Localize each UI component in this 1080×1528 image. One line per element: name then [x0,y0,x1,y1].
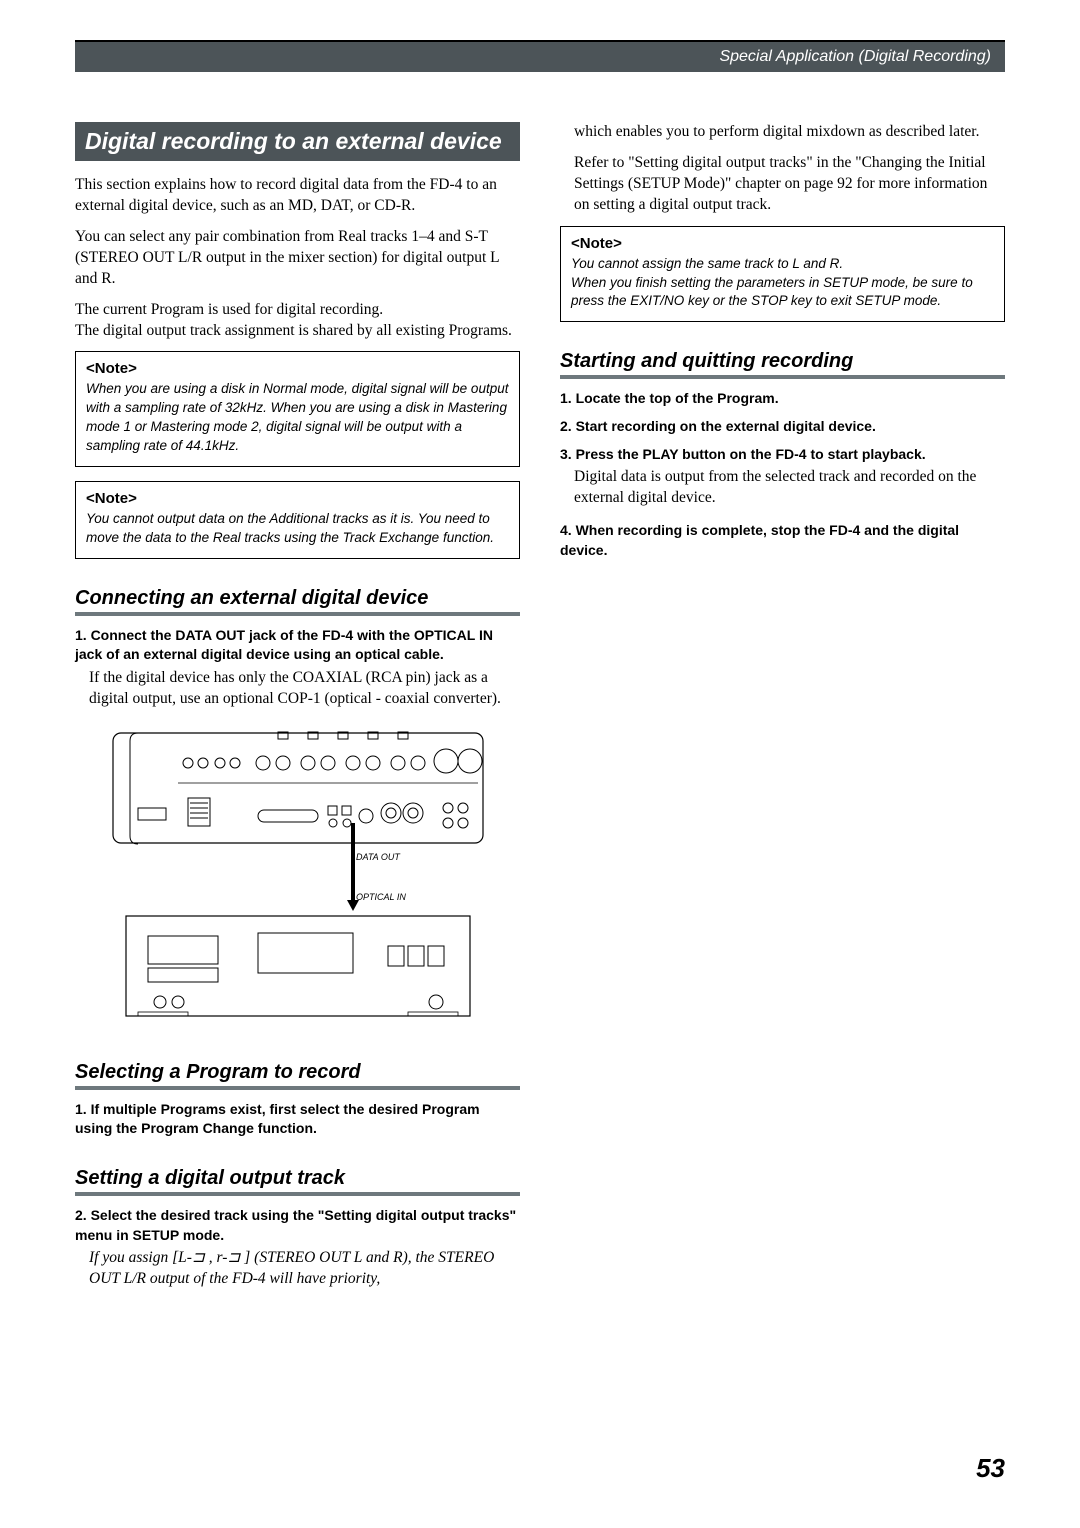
note-box-1: <Note> When you are using a disk in Norm… [75,351,520,467]
subhead-starting: Starting and quitting recording [560,350,1005,373]
setting-step2-bold: 2. Select the desired track using the "S… [75,1206,520,1245]
note-text-3b: When you finish setting the parameters i… [571,274,994,312]
selecting-step1: 1. If multiple Programs exist, first sel… [75,1100,520,1139]
step-body: If the digital device has only the COAXI… [89,668,520,710]
step-bold: 1. Connect the DATA OUT jack of the FD-4… [75,626,520,665]
rule [75,1086,520,1090]
starting-s3-body: Digital data is output from the selected… [574,467,1005,509]
rule [75,612,520,616]
starting-s2: 2. Start recording on the external digit… [560,417,1005,437]
subhead-selecting: Selecting a Program to record [75,1061,520,1084]
note-text-3a: You cannot assign the same track to L an… [571,255,994,274]
note-box-2: <Note> You cannot output data on the Add… [75,481,520,559]
header-bar: Special Application (Digital Recording) [75,40,1005,72]
page: Special Application (Digital Recording) … [0,0,1080,1528]
note-text-1: When you are using a disk in Normal mode… [86,380,509,456]
note-text-2: You cannot output data on the Additional… [86,510,509,548]
optical-in-label: OPTICAL IN [356,892,406,902]
setting-step2-body: If you assign [L-⊐ , r-⊐ ] (STEREO OUT L… [89,1248,520,1290]
rule [560,375,1005,379]
setting-cont-p1: which enables you to perform digital mix… [574,122,1005,143]
header-title: Special Application (Digital Recording) [719,48,991,65]
data-out-label: DATA OUT [356,852,401,862]
starting-s3-bold: 3. Press the PLAY button on the FD-4 to … [560,445,1005,465]
diagram-svg: DATA OUT OPTICAL IN [108,728,488,1028]
intro-p4: The digital output track assignment is s… [75,321,520,342]
rule [75,1192,520,1196]
starting-s4: 4. When recording is complete, stop the … [560,521,1005,560]
content-columns: Digital recording to an external device … [75,122,1005,1302]
subhead-connecting: Connecting an external digital device [75,587,520,610]
left-column: Digital recording to an external device … [75,122,520,1302]
note-label: <Note> [86,360,509,377]
intro-p2: You can select any pair combination from… [75,227,520,290]
connection-diagram: DATA OUT OPTICAL IN [108,728,488,1033]
note-label: <Note> [86,490,509,507]
page-number: 53 [976,1453,1005,1484]
subhead-setting: Setting a digital output track [75,1167,520,1190]
right-column: which enables you to perform digital mix… [560,122,1005,1302]
starting-s1: 1. Locate the top of the Program. [560,389,1005,409]
note-box-3: <Note> You cannot assign the same track … [560,226,1005,323]
title-bar: Digital recording to an external device [75,122,520,161]
intro-p3: The current Program is used for digital … [75,300,520,321]
intro-p1: This section explains how to record digi… [75,175,520,217]
connecting-step1: 1. Connect the DATA OUT jack of the FD-4… [75,626,520,710]
note-label: <Note> [571,235,994,252]
setting-cont-p2: Refer to "Setting digital output tracks"… [574,153,1005,216]
